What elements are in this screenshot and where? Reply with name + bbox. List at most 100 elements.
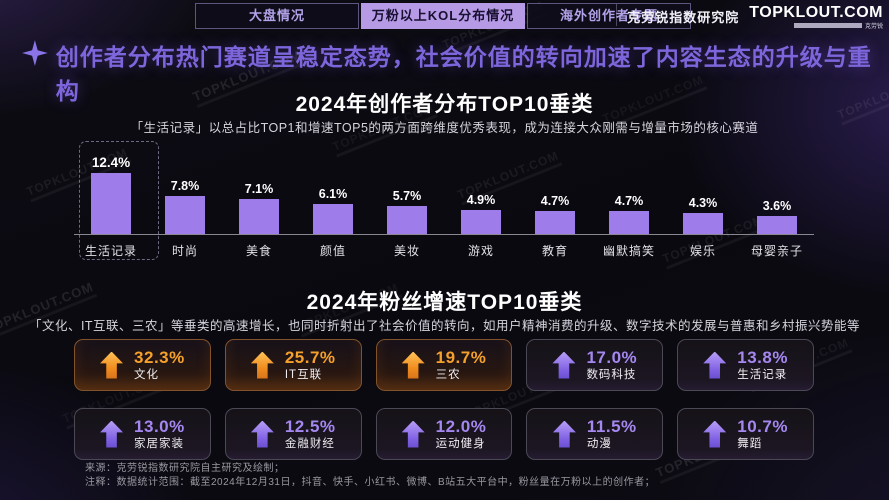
- bar-value-label: 6.1%: [318, 187, 348, 201]
- growth-value: 17.0%: [586, 348, 638, 368]
- growth-value: 12.0%: [435, 417, 487, 437]
- bar: [535, 211, 575, 234]
- arrow-up-icon: [250, 351, 274, 379]
- bar: [757, 216, 797, 234]
- distribution-bar-chart: 12.4% 7.8% 7.1% 6.1% 5.7% 4.9% 4.7% 4.7% 4.3% 3.6…: [74, 141, 814, 260]
- growth-value: 13.0%: [134, 417, 185, 437]
- bar-category-label: 游戏: [467, 244, 494, 258]
- topklout-logo-text: TOPKLOUT.COM: [749, 4, 883, 21]
- growth-card-2: 19.7% 三农: [375, 339, 513, 391]
- bar-value-label: 4.3%: [688, 196, 718, 210]
- tab-1[interactable]: 万粉以上KOL分布情况: [361, 3, 525, 29]
- arrow-up-icon: [401, 351, 425, 379]
- bar-group-3: 6.1%: [296, 146, 370, 234]
- bar-value-label: 7.8%: [170, 179, 200, 193]
- tagline-strip: [793, 23, 862, 28]
- bar-group-2: 7.1%: [222, 146, 296, 234]
- growth-value: 25.7%: [284, 348, 336, 368]
- institute-name: 克劳锐指数研究院: [616, 4, 739, 26]
- page-headline: 创作者分布热门赛道呈稳定态势，社会价值的转向加速了内容生态的升级与重构: [22, 40, 889, 108]
- growth-category: 三农: [435, 368, 461, 381]
- growth-card-7: 12.0% 运动健身: [375, 408, 513, 460]
- bar-value-label: 4.7%: [614, 194, 644, 208]
- top-nav-bar: 大盘情况 万粉以上KOL分布情况 海外创作者专题 克劳锐指数研究院 TOPKLOUT…: [0, 0, 889, 30]
- bar-group-7: 4.7%: [592, 146, 666, 234]
- bar-group-9: 3.6%: [740, 146, 814, 234]
- growth-section-title: 2024年粉丝增速TOP10垂类: [306, 291, 583, 314]
- logo-tagline: 克劳锐: [793, 21, 883, 30]
- growth-category: 数码科技: [586, 368, 637, 381]
- growth-category: 文化: [134, 368, 160, 381]
- top1-highlight-box: [79, 141, 159, 260]
- growth-category: 舞蹈: [737, 437, 763, 450]
- bar-group-6: 4.7%: [518, 146, 592, 234]
- bar-value-label: 5.7%: [392, 189, 422, 203]
- growth-card-4: 13.8% 生活记录: [677, 339, 814, 391]
- tab-0[interactable]: 大盘情况: [195, 3, 359, 29]
- bar: [313, 204, 353, 234]
- growth-category: 运动健身: [435, 437, 486, 450]
- bar-value-label: 3.6%: [762, 199, 792, 213]
- bar: [387, 206, 427, 234]
- growth-category: 金融财经: [284, 437, 335, 450]
- growth-card-3: 17.0% 数码科技: [526, 339, 664, 391]
- bars-row: 12.4% 7.8% 7.1% 6.1% 5.7% 4.9% 4.7% 4.7% 4.3% 3.6…: [74, 146, 814, 235]
- growth-cards-grid: 32.3% 文化 25.7% IT互联 19.7% 三农 17.0% 数码科技 13.8% 生活记…: [74, 339, 814, 460]
- footer-source: 来源：克劳锐指数研究院自主研究及绘制；: [85, 463, 285, 474]
- bar-category-label: 美妆: [393, 244, 420, 258]
- bar: [165, 196, 205, 234]
- nav-tabs: 大盘情况 万粉以上KOL分布情况 海外创作者专题: [195, 3, 693, 29]
- bar-value-label: 4.9%: [466, 193, 496, 207]
- brand-area: 克劳锐指数研究院 TOPKLOUT.COM 克劳锐: [616, 4, 883, 30]
- footer-note: 注释：数据统计范围：截至2024年12月31日，抖音、快手、小红书、微博、B站五…: [85, 476, 656, 488]
- bar-category-label: 幽默搞笑: [602, 244, 655, 258]
- bar-value-label: 7.1%: [244, 182, 274, 196]
- growth-card-0: 32.3% 文化: [74, 339, 211, 391]
- growth-card-5: 13.0% 家居家装: [74, 408, 211, 460]
- growth-value: 19.7%: [435, 348, 487, 368]
- bar: [91, 173, 131, 234]
- footer-notes: 来源：克劳锐指数研究院自主研究及绘制； 注释：数据统计范围：截至2024年12月…: [85, 462, 655, 489]
- growth-value: 32.3%: [134, 348, 185, 368]
- arrow-up-icon: [703, 351, 727, 379]
- arrow-up-icon: [401, 420, 425, 448]
- arrow-up-icon: [703, 420, 727, 448]
- arrow-up-icon: [100, 351, 124, 379]
- bar-value-label: 4.7%: [540, 194, 570, 208]
- bar-category-label: 娱乐: [689, 244, 716, 258]
- bar: [461, 210, 501, 234]
- growth-card-1: 25.7% IT互联: [224, 339, 362, 391]
- arrow-up-icon: [100, 420, 124, 448]
- bar-category-label: 生活记录: [84, 244, 137, 258]
- bar-category-label: 教育: [541, 244, 568, 258]
- topklout-logo: TOPKLOUT.COM 克劳锐: [749, 4, 883, 30]
- arrow-up-icon: [552, 351, 576, 379]
- growth-section-subtitle: 「文化、IT互联、三农」等垂类的高速增长，也同时折射出了社会价值的转向，如用户精…: [28, 319, 861, 333]
- bar-group-4: 5.7%: [370, 146, 444, 234]
- bar-category-label: 母婴亲子: [750, 244, 803, 258]
- headline-text: 创作者分布热门赛道呈稳定态势，社会价值的转向加速了内容生态的升级与重构: [55, 44, 872, 104]
- distribution-section-subtitle: 「生活记录」以总占比TOP1和增速TOP5的两方面跨维度优秀表现，成为连接大众刚…: [130, 121, 759, 135]
- tab-2[interactable]: 海外创作者专题: [527, 3, 691, 29]
- arrow-up-icon: [250, 420, 274, 448]
- bar-group-1: 7.8%: [148, 146, 222, 234]
- arrow-up-icon: [552, 420, 576, 448]
- growth-value: 13.8%: [737, 348, 788, 368]
- distribution-section-title: 2024年创作者分布TOP10垂类: [295, 93, 594, 116]
- bar-group-8: 4.3%: [666, 146, 740, 234]
- growth-card-6: 12.5% 金融财经: [224, 408, 362, 460]
- sparkle-icon: [22, 40, 48, 66]
- tagline-text: 克劳锐: [864, 24, 883, 30]
- bar: [609, 211, 649, 234]
- growth-value: 11.5%: [586, 417, 637, 437]
- bar: [239, 199, 279, 234]
- growth-category: 家居家装: [134, 437, 185, 450]
- growth-value: 10.7%: [737, 417, 788, 437]
- growth-category: 动漫: [586, 437, 612, 450]
- bar-value-label: 12.4%: [91, 155, 131, 170]
- bar: [683, 213, 723, 234]
- bar-category-label: 美食: [245, 244, 272, 258]
- bar-labels-row: 生活记录 时尚 美食 颜值 美妆 游戏 教育 幽默搞笑 娱乐 母婴亲子: [74, 242, 814, 259]
- bar-group-5: 4.9%: [444, 146, 518, 234]
- bar-category-label: 时尚: [171, 244, 198, 258]
